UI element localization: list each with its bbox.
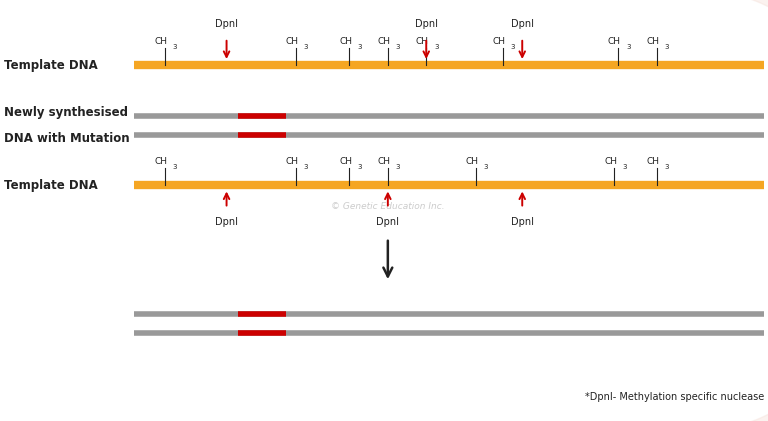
Text: 3: 3 xyxy=(173,44,177,50)
Text: CH: CH xyxy=(647,157,659,166)
Text: Newly synthesised: Newly synthesised xyxy=(4,106,127,119)
Text: CH: CH xyxy=(155,37,167,46)
Text: 3: 3 xyxy=(357,164,362,170)
Text: 3: 3 xyxy=(303,164,308,170)
Text: CH: CH xyxy=(378,37,390,46)
Text: 3: 3 xyxy=(664,44,669,50)
Text: 3: 3 xyxy=(396,164,400,170)
Text: Template DNA: Template DNA xyxy=(4,179,98,192)
Text: Template DNA: Template DNA xyxy=(4,59,98,72)
Text: DpnI: DpnI xyxy=(376,217,399,227)
Text: 3: 3 xyxy=(626,44,631,50)
Text: CH: CH xyxy=(608,37,621,46)
Text: CH: CH xyxy=(604,157,617,166)
Text: 3: 3 xyxy=(173,164,177,170)
Text: 3: 3 xyxy=(484,164,488,170)
Text: CH: CH xyxy=(155,157,167,166)
Text: *DpnI- Methylation specific nuclease: *DpnI- Methylation specific nuclease xyxy=(585,392,764,402)
Text: CH: CH xyxy=(466,157,478,166)
Text: 3: 3 xyxy=(434,44,439,50)
Text: DNA with Mutation: DNA with Mutation xyxy=(4,132,130,144)
Text: CH: CH xyxy=(339,37,352,46)
Text: DpnI: DpnI xyxy=(215,19,238,29)
Text: DpnI: DpnI xyxy=(511,19,534,29)
Text: © Genetic Education Inc.: © Genetic Education Inc. xyxy=(331,202,445,211)
Text: 3: 3 xyxy=(664,164,669,170)
Text: CH: CH xyxy=(378,157,390,166)
Text: DpnI: DpnI xyxy=(215,217,238,227)
Text: CH: CH xyxy=(286,37,298,46)
Text: CH: CH xyxy=(286,157,298,166)
Text: 3: 3 xyxy=(303,44,308,50)
Text: CH: CH xyxy=(647,37,659,46)
Text: 3: 3 xyxy=(622,164,627,170)
Text: CH: CH xyxy=(416,37,429,46)
Text: CH: CH xyxy=(339,157,352,166)
Text: DpnI: DpnI xyxy=(511,217,534,227)
Text: DpnI: DpnI xyxy=(415,19,438,29)
Text: 3: 3 xyxy=(357,44,362,50)
Text: 3: 3 xyxy=(396,44,400,50)
Text: 3: 3 xyxy=(511,44,515,50)
Text: CH: CH xyxy=(493,37,505,46)
